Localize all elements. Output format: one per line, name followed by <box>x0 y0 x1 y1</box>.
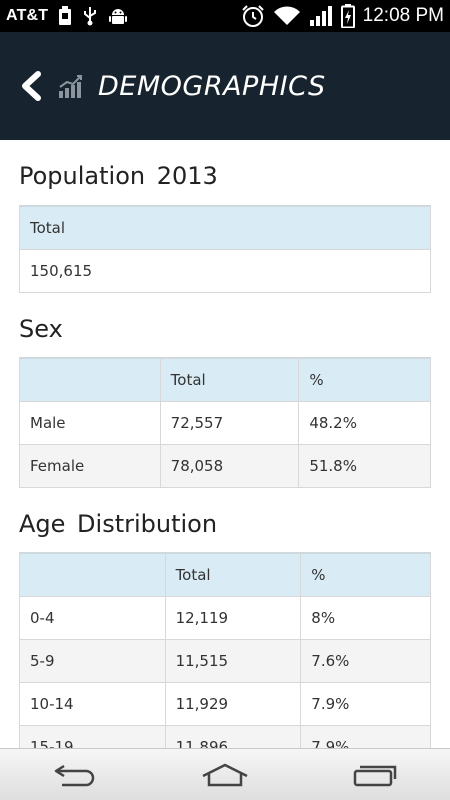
table-cell: 11,515 <box>164 638 302 683</box>
table-row: 5-9 11,515 7.6% <box>19 638 431 683</box>
usb-icon <box>82 6 98 26</box>
android-debug-icon <box>108 6 128 26</box>
alarm-icon <box>241 4 265 28</box>
table-cell: 8% <box>300 595 431 640</box>
table-row: 150,615 <box>19 248 431 293</box>
table-cell: 7.9% <box>300 681 431 726</box>
table-cell: 72,557 <box>159 400 300 445</box>
population-table: Total 150,615 <box>19 205 431 293</box>
wifi-icon <box>273 5 301 27</box>
table-cell: 11,929 <box>164 681 302 726</box>
battery-charging-icon <box>340 4 355 28</box>
table-header-cell: Total <box>164 552 302 597</box>
table-row: 15-19 11,896 7.9% <box>19 724 431 748</box>
table-cell: 51.8% <box>298 443 431 488</box>
table-header-cell: % <box>300 552 431 597</box>
table-row: Male 72,557 48.2% <box>19 400 431 445</box>
table-header-row: Total <box>19 205 431 250</box>
table-cell: 7.6% <box>300 638 431 683</box>
table-header-cell: Total <box>19 205 431 250</box>
page-title: DEMOGRAPHICS <box>98 70 326 102</box>
table-cell: 5-9 <box>19 638 166 683</box>
table-cell: Male <box>19 400 161 445</box>
sex-title: Sex <box>19 315 63 343</box>
population-title: Population 2013 <box>19 162 218 190</box>
table-cell: 7.9% <box>300 724 431 748</box>
table-header-cell <box>19 357 161 402</box>
table-header-cell: Total <box>159 357 300 402</box>
signal-icon <box>309 5 333 27</box>
table-cell: 150,615 <box>19 248 431 293</box>
table-header-cell <box>19 552 166 597</box>
carrier-label: AT&T <box>6 7 49 24</box>
table-cell: 10-14 <box>19 681 166 726</box>
age-distribution-title: Age Distribution <box>19 510 218 538</box>
table-cell: 15-19 <box>19 724 166 748</box>
back-nav-icon[interactable] <box>45 755 105 795</box>
table-header-row: Total % <box>19 357 431 402</box>
navigation-bar <box>0 748 450 800</box>
table-row: 0-4 12,119 8% <box>19 595 431 640</box>
clock: 12:08 PM <box>362 5 444 26</box>
home-nav-icon[interactable] <box>195 755 255 795</box>
table-header-row: Total % <box>19 552 431 597</box>
table-cell: 0-4 <box>19 595 166 640</box>
table-cell: 12,119 <box>164 595 302 640</box>
status-bar: AT&T 12:08 PM <box>0 0 450 32</box>
table-cell: Female <box>19 443 161 488</box>
back-chevron-icon[interactable] <box>20 70 44 102</box>
recent-apps-nav-icon[interactable] <box>345 755 405 795</box>
table-row: Female 78,058 51.8% <box>19 443 431 488</box>
content-area[interactable]: Population 2013 Total 150,615 Sex Total … <box>0 140 450 748</box>
chart-icon <box>58 73 84 99</box>
table-header-cell: % <box>298 357 431 402</box>
table-cell: 78,058 <box>159 443 300 488</box>
usb-storage-icon <box>58 6 72 26</box>
app-header: DEMOGRAPHICS <box>0 32 450 140</box>
table-cell: 11,896 <box>164 724 302 748</box>
table-cell: 48.2% <box>298 400 431 445</box>
sex-table: Total % Male 72,557 48.2% Female 78,058 … <box>19 357 431 488</box>
age-distribution-table: Total % 0-4 12,119 8% 5-9 11,515 7.6% 10… <box>19 552 431 748</box>
table-row: 10-14 11,929 7.9% <box>19 681 431 726</box>
